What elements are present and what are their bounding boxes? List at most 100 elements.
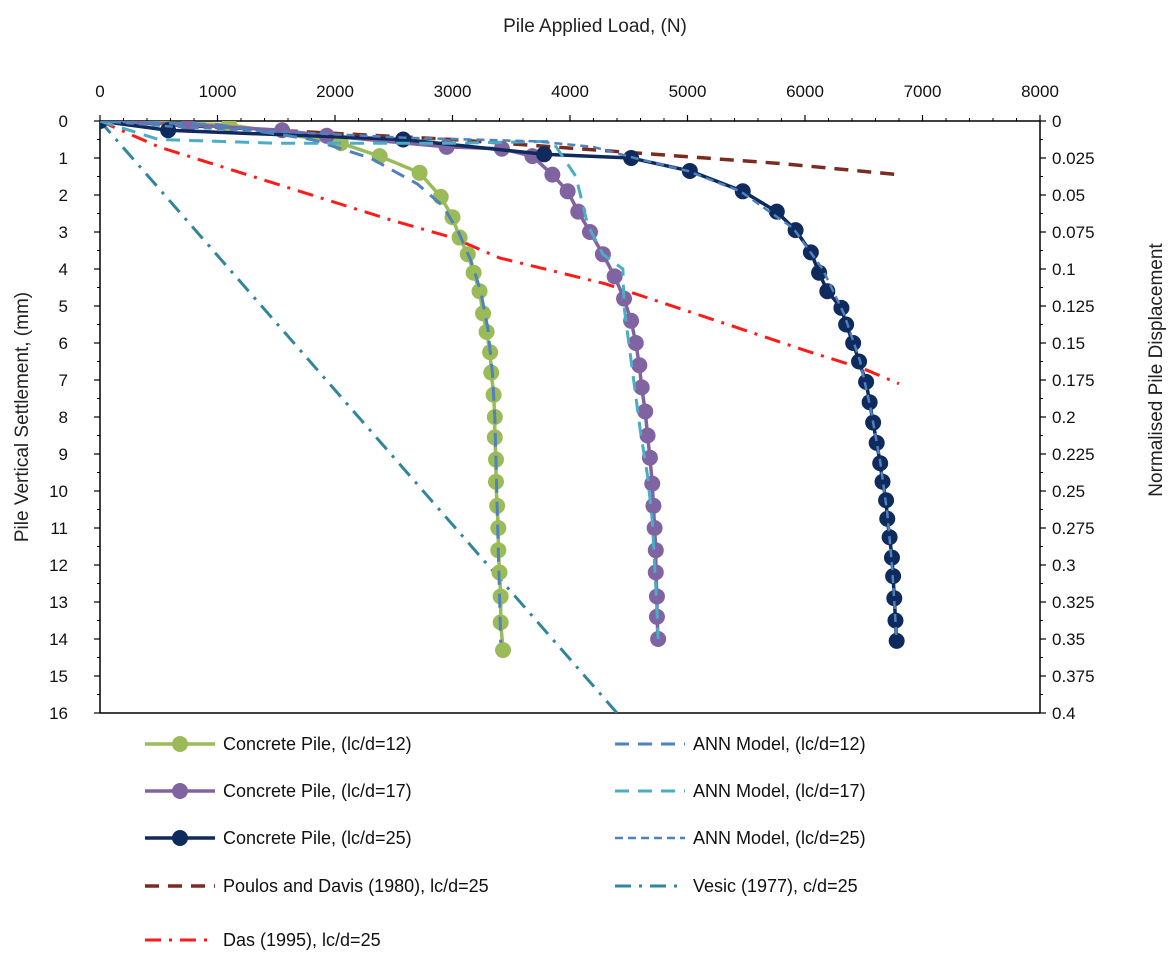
- legend-label: ANN Model, (lc/d=12): [693, 734, 866, 754]
- legend-label: ANN Model, (lc/d=25): [693, 828, 866, 848]
- data-point: [888, 632, 905, 649]
- data-point: [886, 590, 903, 607]
- data-point: [471, 283, 488, 300]
- y2-tick-label: 0.275: [1052, 519, 1095, 538]
- legend-label: Concrete Pile, (lc/d=17): [223, 781, 412, 801]
- data-point: [637, 403, 654, 420]
- y-tick-label: 6: [59, 334, 68, 353]
- series-ann-model-lc-d-12: [100, 121, 503, 643]
- legend-item-das-1995-lc-d-25: Das (1995), lc/d=25: [145, 930, 381, 950]
- series-line: [100, 121, 619, 713]
- x-tick-label: 4000: [551, 82, 589, 101]
- y-tick-label: 0: [59, 112, 68, 131]
- x-axis-title: Pile Applied Load, (N): [503, 16, 687, 37]
- y-tick-label: 13: [49, 593, 68, 612]
- y-tick-label: 16: [49, 704, 68, 723]
- y-tick-label: 7: [59, 371, 68, 390]
- x-tick-label: 2000: [316, 82, 354, 101]
- data-point: [639, 427, 656, 444]
- data-point: [681, 162, 698, 179]
- data-point: [641, 449, 658, 466]
- series-ann-model-lc-d-25: [100, 121, 898, 640]
- y2-tick-label: 0.375: [1052, 667, 1095, 686]
- y-tick-label: 1: [59, 149, 68, 168]
- legend-marker: [172, 830, 188, 846]
- x-tick-labels: 0 1000 2000 3000 4000 5000 6000 7000 8000: [95, 82, 1059, 121]
- legend-label: ANN Model, (lc/d=17): [693, 781, 866, 801]
- data-point: [623, 312, 640, 329]
- data-point: [438, 138, 455, 155]
- x-tick-label: 1000: [199, 82, 237, 101]
- series-line: [100, 121, 503, 643]
- y-tick-label: 3: [59, 223, 68, 242]
- x-tick-label: 8000: [1021, 82, 1059, 101]
- data-point: [650, 631, 667, 647]
- series-line: [100, 121, 660, 640]
- y2-tick-label: 0.15: [1052, 334, 1085, 353]
- y-tick-label: 2: [59, 186, 68, 205]
- data-point: [478, 323, 495, 340]
- data-point: [559, 183, 576, 200]
- data-point: [646, 520, 663, 536]
- legend-label: Concrete Pile, (lc/d=12): [223, 734, 412, 754]
- legend-item-concrete-pile-lc-d-17: Concrete Pile, (lc/d=17): [145, 781, 412, 801]
- series-concrete-pile-lc-d-12: [100, 121, 512, 659]
- legend-label: Vesic (1977), c/d=25: [693, 876, 858, 896]
- y-tick-label: 14: [49, 630, 68, 649]
- data-point: [648, 588, 665, 605]
- y2-tick-label: 0.225: [1052, 445, 1095, 464]
- x-tick-label: 0: [95, 82, 104, 101]
- y-tick-label: 12: [49, 556, 68, 575]
- legend-item-ann-model-lc-d-25: ANN Model, (lc/d=25): [615, 828, 866, 848]
- data-point: [606, 268, 623, 285]
- data-point: [475, 305, 492, 322]
- y2-tick-label: 0: [1052, 112, 1061, 131]
- data-point: [631, 357, 648, 374]
- series-line: [100, 121, 898, 640]
- data-point: [858, 373, 875, 390]
- y2-tick-label: 0.325: [1052, 593, 1095, 612]
- y2-tick-label: 0.025: [1052, 149, 1095, 168]
- legend-item-ann-model-lc-d-12: ANN Model, (lc/d=12): [615, 734, 866, 754]
- series-vesic-1977-c-d-25: [100, 121, 619, 713]
- data-point: [465, 264, 482, 281]
- y-axis-title: Pile Vertical Settlement, (mm): [12, 292, 33, 542]
- y2-tick-label: 0.075: [1052, 223, 1095, 242]
- legend-marker: [172, 783, 188, 799]
- legend-item-concrete-pile-lc-d-25: Concrete Pile, (lc/d=25): [145, 828, 412, 848]
- data-point: [833, 299, 850, 316]
- legend-item-ann-model-lc-d-17: ANN Model, (lc/d=17): [615, 781, 866, 801]
- data-point: [536, 146, 553, 163]
- data-point: [544, 166, 561, 183]
- data-point: [495, 642, 512, 659]
- y2-tick-label: 0.25: [1052, 482, 1085, 501]
- x-tick-label: 6000: [786, 82, 824, 101]
- data-point: [883, 549, 900, 566]
- y-tick-label: 15: [49, 667, 68, 686]
- legend: Concrete Pile, (lc/d=12) Concrete Pile, (…: [145, 734, 866, 950]
- legend-item-concrete-pile-lc-d-12: Concrete Pile, (lc/d=12): [145, 734, 412, 754]
- y2-tick-label: 0.125: [1052, 297, 1095, 316]
- y2-axis-title: Normalised Pile Displacement: [1146, 243, 1167, 497]
- data-point: [411, 164, 428, 181]
- data-point: [811, 264, 828, 281]
- y2-tick-label: 0.35: [1052, 630, 1085, 649]
- data-point: [845, 335, 862, 351]
- data-point: [868, 434, 885, 451]
- y-tick-label: 11: [50, 519, 68, 538]
- data-point: [395, 131, 412, 148]
- legend-label: Concrete Pile, (lc/d=25): [223, 828, 412, 848]
- series-line: [100, 121, 660, 640]
- y2-tick-label: 0.3: [1052, 556, 1076, 575]
- data-point: [768, 203, 785, 220]
- series-ann-model-lc-d-17: [100, 121, 660, 640]
- data-point: [838, 316, 855, 333]
- data-point: [879, 510, 896, 527]
- series-das-1995-lc-d-25: [100, 121, 900, 386]
- data-point: [627, 335, 644, 351]
- series-layer: [100, 121, 905, 713]
- x-tick-label: 7000: [904, 82, 942, 101]
- y2-tick-label: 0.2: [1052, 408, 1076, 427]
